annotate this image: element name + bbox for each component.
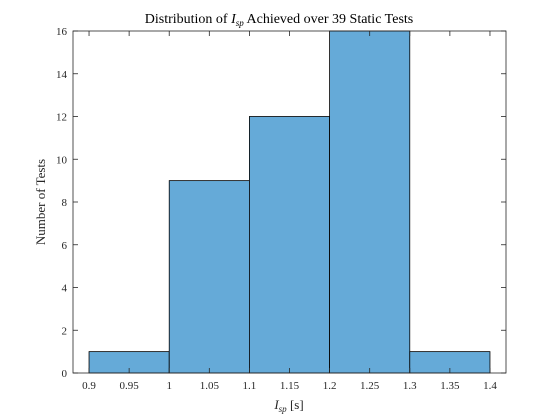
x-axis-label-unit: [s]: [287, 397, 304, 412]
histogram-bar-2: [169, 181, 249, 373]
x-tick-label: 1.3: [403, 380, 417, 392]
x-tick-label: 0.95: [120, 380, 140, 392]
x-tick-label: 1.1: [243, 380, 257, 392]
x-tick-label: 1.35: [440, 380, 460, 392]
chart-title-prefix: Distribution of: [145, 12, 231, 27]
x-tick-label: 1.05: [200, 380, 220, 392]
histogram-bar-4: [330, 31, 410, 373]
histogram-bar-3: [249, 117, 329, 374]
y-tick-label: 8: [62, 197, 68, 209]
y-tick-label: 4: [62, 283, 68, 295]
chart-title-suffix: Achieved over 39 Static Tests: [244, 12, 413, 27]
y-tick-label: 10: [56, 154, 68, 166]
x-tick-label: 1.4: [483, 380, 497, 392]
x-tick-label: 1: [166, 380, 172, 392]
y-tick-label: 0: [62, 368, 68, 380]
chart-title: Distribution of Isp Achieved over 39 Sta…: [145, 12, 413, 28]
y-tick-label: 2: [62, 325, 68, 337]
bar-group: [89, 31, 490, 373]
y-axis-label: Number of Tests: [33, 159, 48, 245]
y-tick-label: 14: [56, 69, 68, 81]
x-tick-label: 0.9: [82, 380, 96, 392]
y-tick-label: 12: [56, 112, 67, 124]
x-tick-label: 1.2: [323, 380, 337, 392]
y-tick-label: 6: [62, 240, 68, 252]
x-axis-label: Isp [s]: [273, 397, 303, 414]
x-tick-label: 1.25: [360, 380, 380, 392]
x-tick-label: 1.15: [280, 380, 300, 392]
y-tick-label: 16: [56, 26, 68, 38]
